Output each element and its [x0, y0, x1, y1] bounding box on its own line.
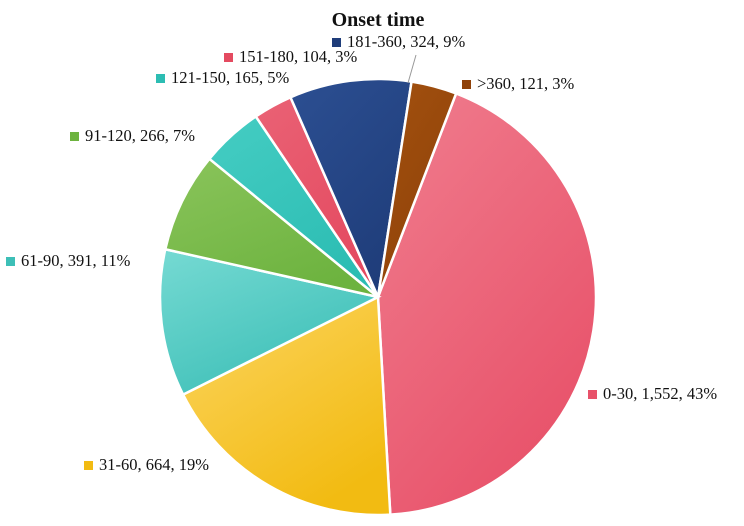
data-label-7: >360, 121, 3%: [477, 74, 575, 93]
label-marker-0: [588, 390, 597, 399]
slice-0: [376, 91, 598, 516]
label-marker-7: [462, 80, 471, 89]
data-label-2: 61-90, 391, 11%: [21, 251, 131, 270]
data-label-1: 31-60, 664, 19%: [99, 455, 209, 474]
slice-3: [163, 157, 379, 299]
data-label-4: 121-150, 165, 5%: [171, 68, 289, 87]
data-label-0: 0-30, 1,552, 43%: [603, 384, 717, 403]
label-marker-5: [224, 53, 233, 62]
data-label-3: 91-120, 266, 7%: [85, 126, 195, 145]
chart-title: Onset time: [332, 9, 425, 31]
label-marker-3: [70, 132, 79, 141]
slice-7: [376, 80, 458, 298]
data-label-5: 151-180, 104, 3%: [239, 47, 357, 66]
label-marker-6: [332, 38, 341, 47]
slice-1: [181, 295, 392, 517]
label-marker-1: [84, 461, 93, 470]
label-marker-4: [156, 74, 165, 83]
leader-line-181-360: [407, 54, 417, 84]
data-label-6: 181-360, 324, 9%: [347, 32, 465, 51]
slice-6: [288, 77, 413, 302]
label-marker-2: [6, 257, 15, 266]
